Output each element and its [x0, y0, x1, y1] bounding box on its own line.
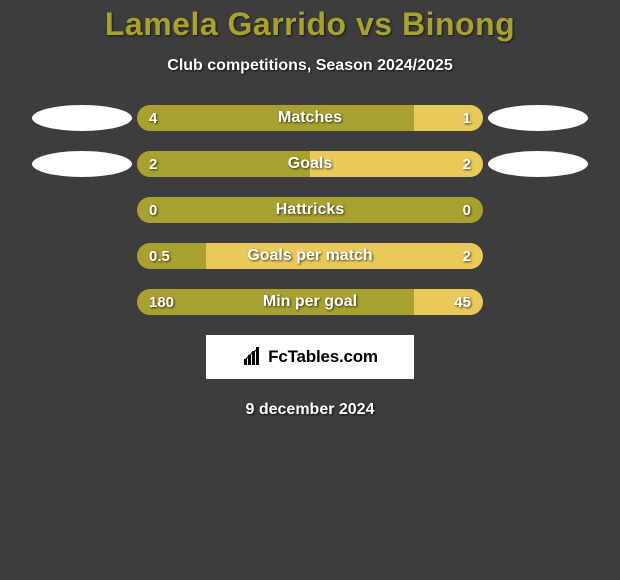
stat-bar-left: 4: [137, 105, 414, 131]
stat-bar: 18045Min per goal: [137, 289, 483, 315]
stat-bar: 41Matches: [137, 105, 483, 131]
right-team-icon: [483, 105, 593, 131]
right-value: 0: [451, 202, 483, 219]
right-value: 2: [451, 248, 483, 265]
date-label: 9 december 2024: [0, 401, 620, 419]
comparison-row: 18045Min per goal: [0, 289, 620, 315]
bar-chart-icon: [242, 347, 264, 367]
stat-bar-left: 180: [137, 289, 414, 315]
comparison-row: 22Goals: [0, 151, 620, 177]
ellipse-icon: [32, 151, 132, 177]
stat-bar: 0.52Goals per match: [137, 243, 483, 269]
stat-bar-left: 2: [137, 151, 310, 177]
stat-bar-right: 45: [414, 289, 483, 315]
right-team-icon: [483, 151, 593, 177]
stat-bar: 22Goals: [137, 151, 483, 177]
left-team-icon: [27, 151, 137, 177]
stat-bar: 00Hattricks: [137, 197, 483, 223]
ellipse-icon: [488, 151, 588, 177]
ellipse-icon: [488, 105, 588, 131]
comparison-row: 00Hattricks: [0, 197, 620, 223]
page-subtitle: Club competitions, Season 2024/2025: [0, 57, 620, 75]
stat-bar-right: 2: [310, 151, 483, 177]
page-title: Lamela Garrido vs Binong: [0, 6, 620, 43]
ellipse-icon: [32, 105, 132, 131]
stat-bar-right: 2: [206, 243, 483, 269]
right-value: 1: [451, 110, 483, 127]
comparison-infographic: Lamela Garrido vs Binong Club competitio…: [0, 0, 620, 419]
left-team-icon: [27, 105, 137, 131]
left-value: 0.5: [137, 248, 182, 265]
stat-bar-left: 0: [137, 197, 483, 223]
branding-badge: FcTables.com: [206, 335, 414, 379]
stat-bar-right: 1: [414, 105, 483, 131]
right-value: 45: [442, 294, 483, 311]
right-value: 2: [451, 156, 483, 173]
stat-bar-left: 0.5: [137, 243, 206, 269]
branding-text: FcTables.com: [268, 347, 378, 367]
left-value: 4: [137, 110, 169, 127]
left-value: 2: [137, 156, 169, 173]
comparison-row: 41Matches: [0, 105, 620, 131]
comparison-rows: 41Matches22Goals00Hattricks0.52Goals per…: [0, 105, 620, 315]
left-value: 180: [137, 294, 186, 311]
left-value: 0: [137, 202, 169, 219]
comparison-row: 0.52Goals per match: [0, 243, 620, 269]
